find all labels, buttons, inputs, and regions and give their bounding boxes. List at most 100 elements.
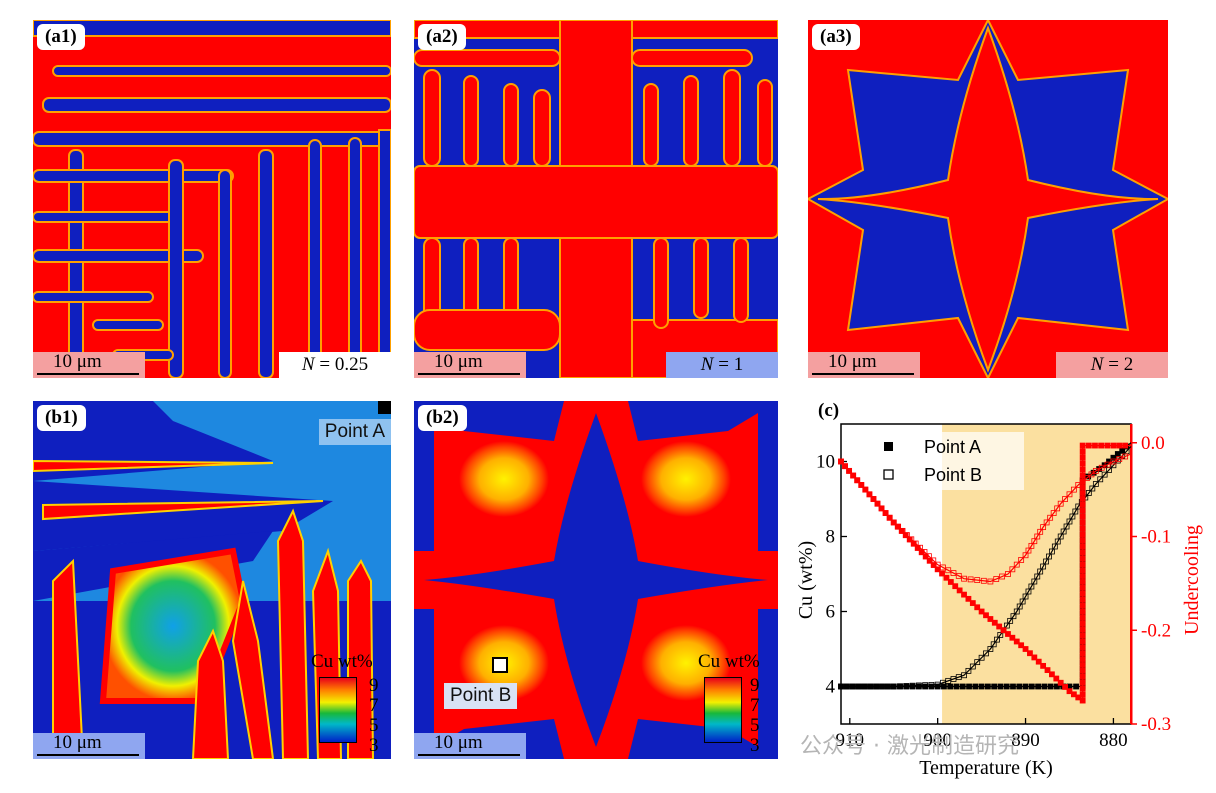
colorbar-tick: 7 <box>369 695 379 716</box>
x-tick-label: 880 <box>1099 730 1128 751</box>
series-marker-undercooling-a <box>1079 573 1086 579</box>
series-marker-point-b <box>897 683 903 690</box>
series-marker-undercooling-a <box>969 600 976 606</box>
microstructure-a3 <box>808 20 1168 378</box>
series-marker-undercooling-b <box>908 536 915 543</box>
series-marker-undercooling-a <box>1040 662 1047 669</box>
series-marker-point-b <box>978 654 985 661</box>
y-right-tick-label: -0.2 <box>1141 620 1171 641</box>
series-marker-undercooling-a <box>1079 513 1086 520</box>
series-marker-undercooling-b <box>842 463 848 470</box>
panel-tag: (a3) <box>812 24 860 50</box>
colorbar <box>319 677 357 743</box>
series-marker-point-b <box>855 683 862 690</box>
colorbar-tick: 3 <box>369 735 379 756</box>
colorbar-title: Cu wt% <box>698 651 760 672</box>
series-marker-undercooling-a <box>1079 638 1086 645</box>
series-marker-point-b <box>879 683 885 690</box>
series-marker-undercooling-a <box>1013 638 1020 645</box>
series-marker-undercooling-a <box>1079 501 1086 508</box>
x-tick-label: 900 <box>923 730 952 751</box>
series-marker-undercooling-a <box>1079 697 1086 704</box>
series-marker-undercooling-b <box>838 458 844 465</box>
series-marker-undercooling-b <box>854 477 861 484</box>
watermark: 公众号 · 激光制造研究 <box>800 734 1019 759</box>
series-marker-undercooling-a <box>1079 656 1086 662</box>
n-value: = 2 <box>1108 354 1134 375</box>
series-marker-point-a <box>941 683 947 690</box>
scale-label: 10 μm <box>53 351 102 372</box>
legend-marker-a <box>884 442 893 451</box>
series-marker-point-a <box>947 683 954 690</box>
series-marker-point-b <box>961 672 967 679</box>
series-marker-point-b <box>1016 603 1023 610</box>
series-marker-undercooling-b <box>1084 475 1090 481</box>
series-marker-point-b <box>1089 485 1096 492</box>
series-marker-point-a <box>1028 683 1035 690</box>
series-marker-undercooling-a <box>1104 442 1111 449</box>
series-marker-point-a <box>1119 447 1126 454</box>
series-marker-undercooling-a <box>1079 507 1086 514</box>
series-marker-point-a <box>1003 683 1010 690</box>
series-marker-point-a <box>1041 683 1048 690</box>
n-variable: N <box>1090 354 1104 375</box>
series-marker-undercooling-a <box>1079 602 1086 609</box>
series-marker-undercooling-a <box>983 612 989 619</box>
series-marker-undercooling-a <box>1031 654 1038 661</box>
series-marker-undercooling-a <box>1079 650 1086 657</box>
series-marker-point-b <box>1085 490 1092 496</box>
series-marker-undercooling-b <box>1122 453 1129 460</box>
series-marker-undercooling-a <box>1018 642 1025 649</box>
series-marker-point-b <box>909 682 916 689</box>
series-marker-point-b <box>903 683 910 689</box>
right-axis-line <box>1130 424 1133 724</box>
series-marker-point-b <box>1003 622 1010 629</box>
series-marker-undercooling-b <box>993 576 1000 582</box>
panel-a1: (a1) 10 μm N = 0.25 <box>33 20 391 378</box>
series-marker-undercooling-b <box>846 467 853 474</box>
series-marker-undercooling-b <box>1031 538 1038 545</box>
series-marker-point-a <box>953 683 960 690</box>
series-marker-undercooling-b <box>1018 557 1025 563</box>
series-marker-undercooling-a <box>1079 662 1086 668</box>
y-right-tick-label: -0.3 <box>1141 714 1171 735</box>
series-marker-point-b <box>1057 533 1064 540</box>
series-marker-point-b <box>1063 523 1070 530</box>
concentration-map-b1 <box>33 401 391 759</box>
scale-line <box>418 754 520 756</box>
series-marker-undercooling-a <box>1092 442 1098 449</box>
panel-tag: (b2) <box>418 405 467 431</box>
panel-b1: (b1) Point A Cu wt% 9 7 5 3 10 μm <box>33 401 391 759</box>
series-marker-point-b <box>843 683 850 690</box>
series-marker-undercooling-b <box>878 505 885 512</box>
microstructure-a2 <box>414 20 778 378</box>
series-marker-undercooling-b <box>974 577 981 583</box>
series-marker-point-b <box>1013 608 1020 615</box>
series-marker-undercooling-a <box>1079 584 1086 591</box>
series-marker-point-b <box>884 683 891 690</box>
series-marker-point-b <box>1060 528 1067 535</box>
series-marker-point-a <box>978 683 985 690</box>
series-marker-point-a <box>1022 683 1029 690</box>
series-marker-undercooling-a <box>1079 679 1086 686</box>
series-marker-undercooling-b <box>1110 458 1117 465</box>
series-marker-undercooling-a <box>943 574 950 581</box>
series-marker-undercooling-a <box>1079 614 1086 621</box>
series-marker-point-b <box>1097 476 1104 483</box>
series-marker-undercooling-a <box>1079 448 1086 455</box>
series-marker-point-b <box>1025 588 1032 595</box>
series-marker-undercooling-a <box>1009 634 1016 641</box>
series-marker-undercooling-a <box>1057 679 1064 686</box>
series-marker-undercooling-b <box>1005 571 1011 577</box>
series-marker-undercooling-b <box>1075 482 1082 488</box>
series-marker-point-a <box>984 683 991 690</box>
series-marker-undercooling-a <box>1000 627 1007 634</box>
series-marker-undercooling-a <box>1079 691 1086 698</box>
colorbar-tick: 7 <box>750 695 760 716</box>
series-marker-undercooling-b <box>1088 471 1095 478</box>
series-marker-undercooling-a <box>987 616 994 622</box>
n-variable: N <box>700 354 714 375</box>
series-marker-point-a <box>997 683 1004 690</box>
legend: Point A Point B <box>870 432 1024 490</box>
series-marker-undercooling-a <box>1079 490 1086 496</box>
